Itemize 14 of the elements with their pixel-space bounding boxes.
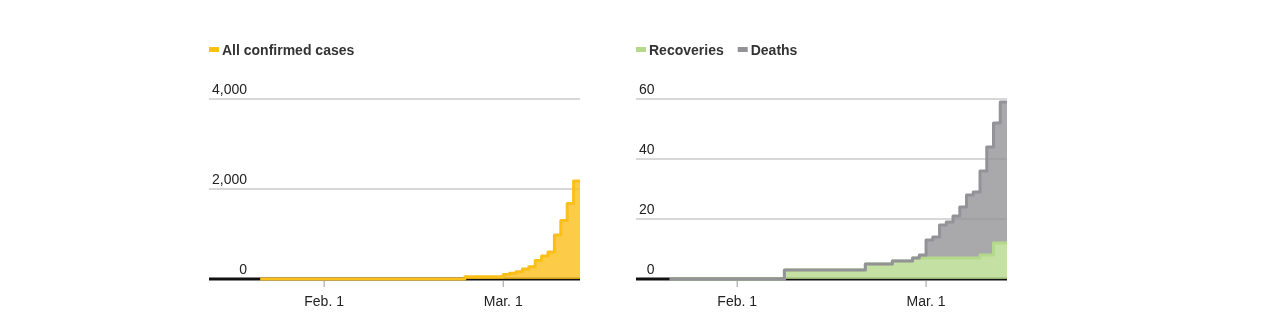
x-tick-label: Feb. 1 xyxy=(304,293,345,309)
legend-label: All confirmed cases xyxy=(222,42,355,58)
y-tick-label: 0 xyxy=(646,261,655,277)
x-tick-label: Feb. 1 xyxy=(717,293,758,309)
legend-label: Deaths xyxy=(750,42,798,58)
y-tick-label: 60 xyxy=(639,81,655,97)
x-tick-label: Mar. 1 xyxy=(906,293,946,309)
legend-label: Recoveries xyxy=(649,42,724,58)
y-tick-label: 2,000 xyxy=(212,171,248,187)
y-tick-label: 40 xyxy=(639,141,655,157)
x-tick-label: Mar. 1 xyxy=(483,293,523,309)
y-tick-label: 0 xyxy=(239,261,248,277)
y-tick-label: 20 xyxy=(639,201,655,217)
y-tick-label: 4,000 xyxy=(212,81,248,97)
